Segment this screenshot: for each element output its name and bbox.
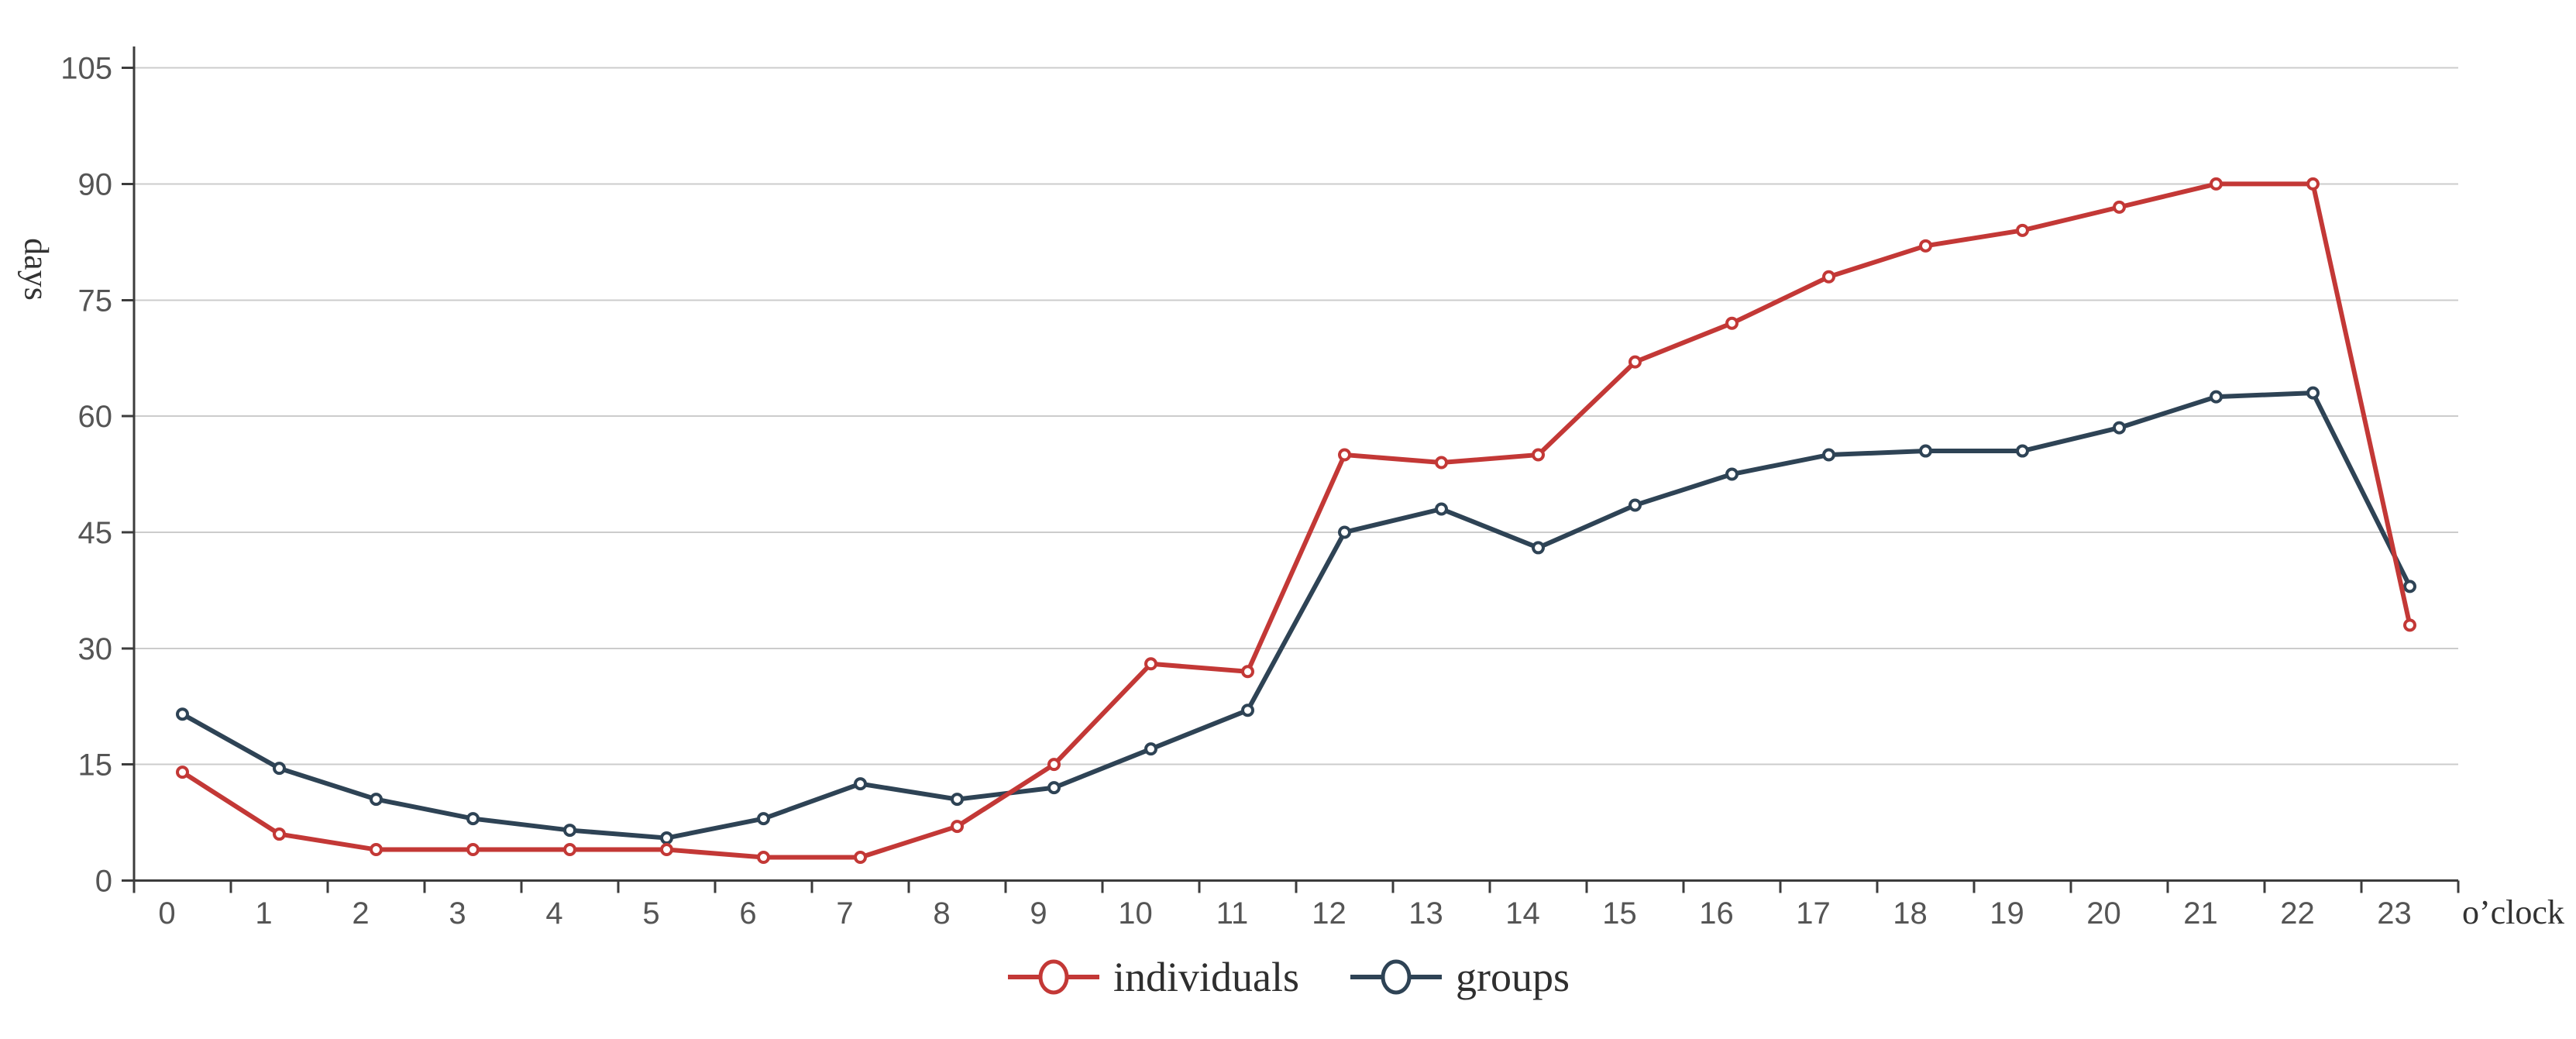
data-point-groups[interactable] [951,793,964,807]
x-tick-label: 21 [2183,896,2218,931]
series-line-groups [180,390,2413,841]
x-tick-label: 23 [2377,896,2412,931]
x-tick-label: 17 [1796,896,1831,931]
x-tick-label: 2 [352,896,369,931]
x-tick-label: 4 [545,896,562,931]
data-point-individuals[interactable] [1532,448,1545,462]
data-point-individuals[interactable] [757,851,770,865]
x-tick-label: 20 [2086,896,2121,931]
series-line-individuals [180,181,2413,860]
data-point-groups[interactable] [466,812,480,826]
data-point-groups[interactable] [273,762,286,776]
data-point-individuals[interactable] [2113,200,2126,214]
x-tick-label: 13 [1408,896,1443,931]
x-tick-label: 1 [255,896,272,931]
data-point-groups[interactable] [176,707,189,721]
y-tick-label: 105 [60,52,112,86]
data-point-groups[interactable] [1725,467,1739,481]
x-tick-label: 8 [933,896,950,931]
x-tick-label: 10 [1118,896,1153,931]
x-tick-label: 15 [1602,896,1637,931]
legend: individuals groups [0,951,2576,1003]
y-tick-label: 30 [78,632,113,666]
x-tick-label: 11 [1216,896,1249,931]
data-point-individuals[interactable] [951,820,964,834]
data-point-groups[interactable] [2306,386,2320,400]
data-point-groups[interactable] [1532,541,1545,555]
data-point-individuals[interactable] [1047,758,1061,772]
data-point-individuals[interactable] [370,843,383,857]
data-point-groups[interactable] [660,831,673,845]
data-point-groups[interactable] [2113,421,2126,435]
data-point-individuals[interactable] [563,843,576,857]
data-point-individuals[interactable] [466,843,480,857]
data-point-groups[interactable] [1144,742,1157,756]
data-point-individuals[interactable] [1628,355,1642,369]
data-point-groups[interactable] [854,777,867,791]
y-tick-label: 45 [78,516,113,550]
data-point-groups[interactable] [1435,502,1448,516]
data-point-individuals[interactable] [2403,618,2416,632]
y-tick-label: 15 [78,748,113,783]
data-point-individuals[interactable] [1144,657,1157,671]
data-point-groups[interactable] [2016,444,2029,458]
data-point-groups[interactable] [757,812,770,826]
legend-item-individuals[interactable]: individuals [1006,951,1299,1003]
y-tick-label: 90 [78,167,113,201]
x-tick-label: 6 [739,896,756,931]
data-point-individuals[interactable] [2210,177,2223,191]
data-point-individuals[interactable] [1435,456,1448,470]
data-point-groups[interactable] [1822,448,1835,462]
legend-marker-individuals-icon [1008,959,1099,995]
x-tick-label: 12 [1312,896,1346,931]
x-axis-title: o’clock [2462,893,2564,931]
x-tick-label: 14 [1505,896,1540,931]
data-point-individuals[interactable] [1725,316,1739,330]
x-tick-label: 22 [2280,896,2315,931]
legend-label-groups: groups [1456,954,1570,1000]
x-tick-label: 5 [642,896,659,931]
data-point-groups[interactable] [1241,704,1254,717]
data-point-individuals[interactable] [1822,270,1835,284]
data-point-individuals[interactable] [854,851,867,865]
y-tick-label: 60 [78,400,113,434]
data-point-groups[interactable] [370,793,383,807]
legend-marker-groups-icon [1350,959,1442,995]
data-point-individuals[interactable] [1241,665,1254,679]
x-tick-label: 19 [1990,896,2024,931]
data-point-groups[interactable] [1047,781,1061,795]
x-tick-label: 16 [1699,896,1734,931]
y-axis-title: days [17,238,56,301]
x-tick-label: 3 [449,896,466,931]
y-tick-label: 75 [78,284,113,318]
data-point-groups[interactable] [1919,444,1932,458]
y-tick-label: 0 [95,865,112,899]
x-tick-label: 7 [836,896,853,931]
data-point-groups[interactable] [563,824,576,838]
data-point-individuals[interactable] [176,765,189,779]
x-tick-label: 9 [1030,896,1047,931]
data-point-individuals[interactable] [273,827,286,841]
legend-label-individuals: individuals [1113,954,1299,1000]
x-tick-label: 0 [158,896,175,931]
data-point-individuals[interactable] [1919,239,1932,253]
data-point-individuals[interactable] [2016,223,2029,237]
data-point-individuals[interactable] [1338,448,1351,462]
data-point-groups[interactable] [2403,580,2416,593]
legend-item-groups[interactable]: groups [1349,951,1570,1003]
data-point-groups[interactable] [1338,525,1351,539]
data-point-individuals[interactable] [2306,177,2320,191]
data-point-groups[interactable] [2210,390,2223,404]
x-tick-label: 18 [1893,896,1928,931]
data-point-groups[interactable] [1628,498,1642,512]
data-point-individuals[interactable] [660,843,673,857]
